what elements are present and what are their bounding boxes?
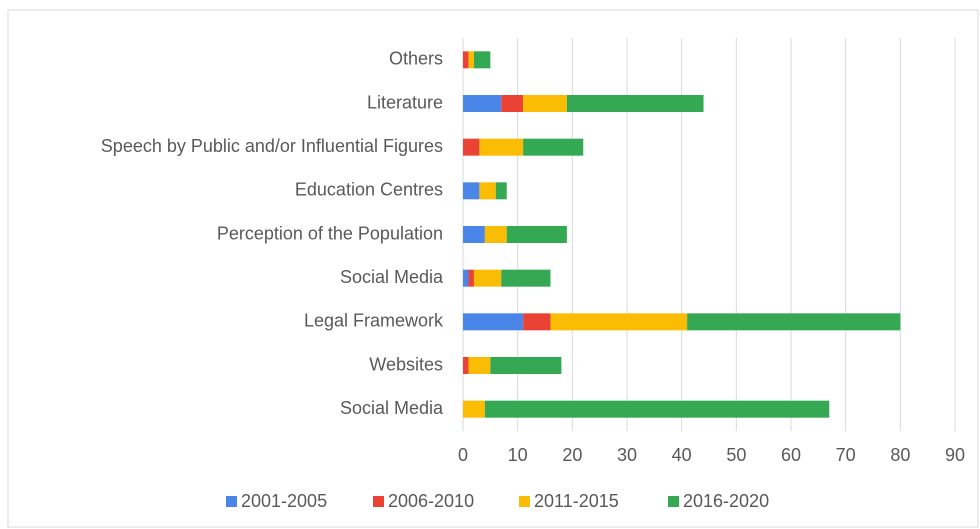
x-tick-label: 70	[836, 445, 856, 465]
bar-segment	[468, 357, 491, 374]
y-tick-label: Others	[389, 49, 443, 69]
bar-segment	[566, 95, 704, 112]
bar-segment	[473, 269, 502, 287]
x-tick-label: 30	[617, 445, 637, 465]
x-tick-label: 20	[562, 445, 582, 465]
bar-segment	[468, 269, 474, 287]
x-tick-label: 50	[726, 445, 746, 465]
x-tick-label: 10	[508, 445, 528, 465]
bar-segment	[468, 51, 474, 69]
bar-segment	[463, 357, 469, 374]
bar-segment	[463, 400, 485, 418]
y-tick-label: Literature	[367, 92, 443, 112]
x-tick-label: 90	[945, 445, 965, 465]
bar-segment	[501, 269, 551, 287]
bar-segment	[523, 313, 551, 331]
bar-segment	[495, 182, 507, 200]
bar-segment	[463, 313, 524, 331]
y-tick-label: Education Centres	[295, 180, 443, 200]
bar-segment	[687, 313, 901, 331]
y-tick-label: Perception of the Population	[217, 223, 443, 243]
bar-segment	[523, 95, 567, 112]
legend-swatch	[519, 496, 530, 507]
legend-swatch	[226, 496, 237, 507]
bar-segment	[463, 226, 485, 243]
bar-segment	[463, 269, 469, 287]
bar-segment	[479, 138, 524, 156]
y-tick-label: Social Media	[340, 398, 444, 418]
y-tick-label: Social Media	[340, 267, 444, 287]
bar-segment	[484, 400, 830, 418]
x-tick-label: 80	[890, 445, 910, 465]
x-tick-label: 40	[672, 445, 692, 465]
legend-swatch	[373, 496, 384, 507]
legend-label: 2001-2005	[241, 491, 327, 511]
x-tick-label: 0	[458, 445, 468, 465]
y-tick-label: Websites	[369, 354, 443, 374]
bar-segment	[463, 182, 480, 200]
legend-label: 2006-2010	[388, 491, 474, 511]
bar-segment	[463, 95, 502, 112]
bar-segment	[463, 138, 480, 156]
bar-segment	[473, 51, 491, 69]
bar-segment	[506, 226, 567, 243]
legend-label: 2016-2020	[683, 491, 769, 511]
x-tick-label: 60	[781, 445, 801, 465]
legend-swatch	[668, 496, 679, 507]
bar-segment	[484, 226, 507, 243]
bar-segment	[463, 51, 469, 69]
bar-segment	[490, 357, 562, 374]
bar-segment	[501, 95, 524, 112]
bar-segment	[479, 182, 496, 200]
bar-segment	[550, 313, 688, 331]
legend-label: 2011-2015	[534, 491, 619, 511]
y-tick-label: Legal Framework	[304, 311, 444, 331]
chart-frame	[7, 9, 979, 528]
y-tick-label: Speech by Public and/or Influential Figu…	[101, 136, 443, 156]
bar-segment	[523, 138, 584, 156]
